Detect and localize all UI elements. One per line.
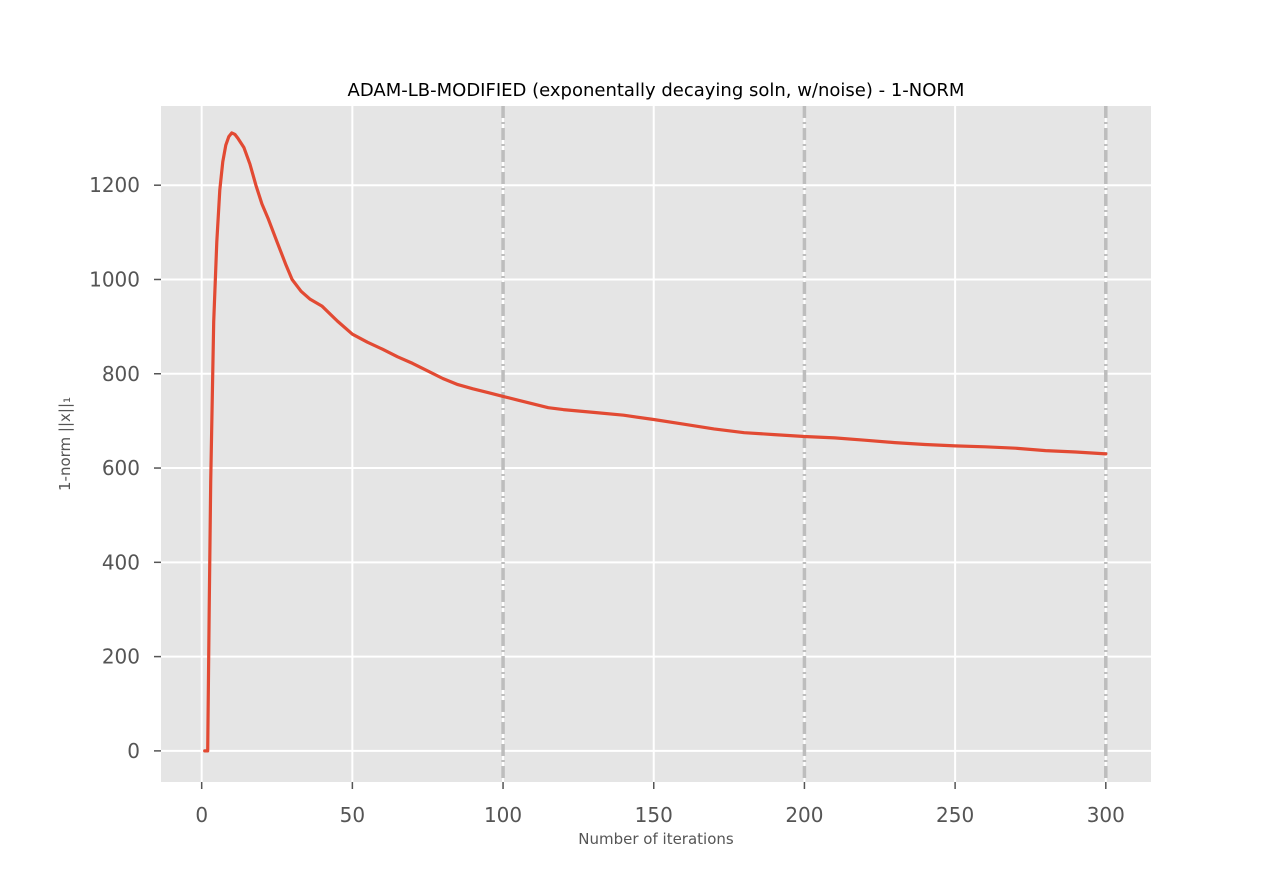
y-tick-label: 1000 — [89, 267, 140, 291]
x-tick-label: 0 — [195, 803, 208, 827]
y-axis-ticks: 0 200 400 600 800 1000 1200 — [89, 173, 161, 763]
x-tick-label: 150 — [635, 803, 673, 827]
y-axis-label: 1-norm ||x||₁ — [56, 397, 74, 491]
x-axis-label: Number of iterations — [578, 830, 734, 848]
y-tick-label: 600 — [102, 456, 140, 480]
series-line — [203, 131, 1108, 753]
x-tick-label: 200 — [785, 803, 823, 827]
y-tick-label: 1200 — [89, 173, 140, 197]
plot-background — [161, 106, 1151, 782]
y-tick-label: 400 — [102, 550, 140, 574]
y-tick-label: 800 — [102, 362, 140, 386]
reference-lines — [501, 106, 1108, 782]
x-tick-label: 250 — [936, 803, 974, 827]
y-tick-label: 200 — [102, 645, 140, 669]
x-axis-ticks: 0 50 100 150 200 250 300 — [195, 782, 1125, 827]
x-tick-label: 100 — [484, 803, 522, 827]
chart-title: ADAM-LB-MODIFIED (exponentally decaying … — [348, 80, 965, 101]
series-layer — [203, 131, 1108, 753]
y-tick-label: 0 — [127, 739, 140, 763]
x-tick-label: 300 — [1087, 803, 1125, 827]
x-tick-label: 50 — [340, 803, 365, 827]
